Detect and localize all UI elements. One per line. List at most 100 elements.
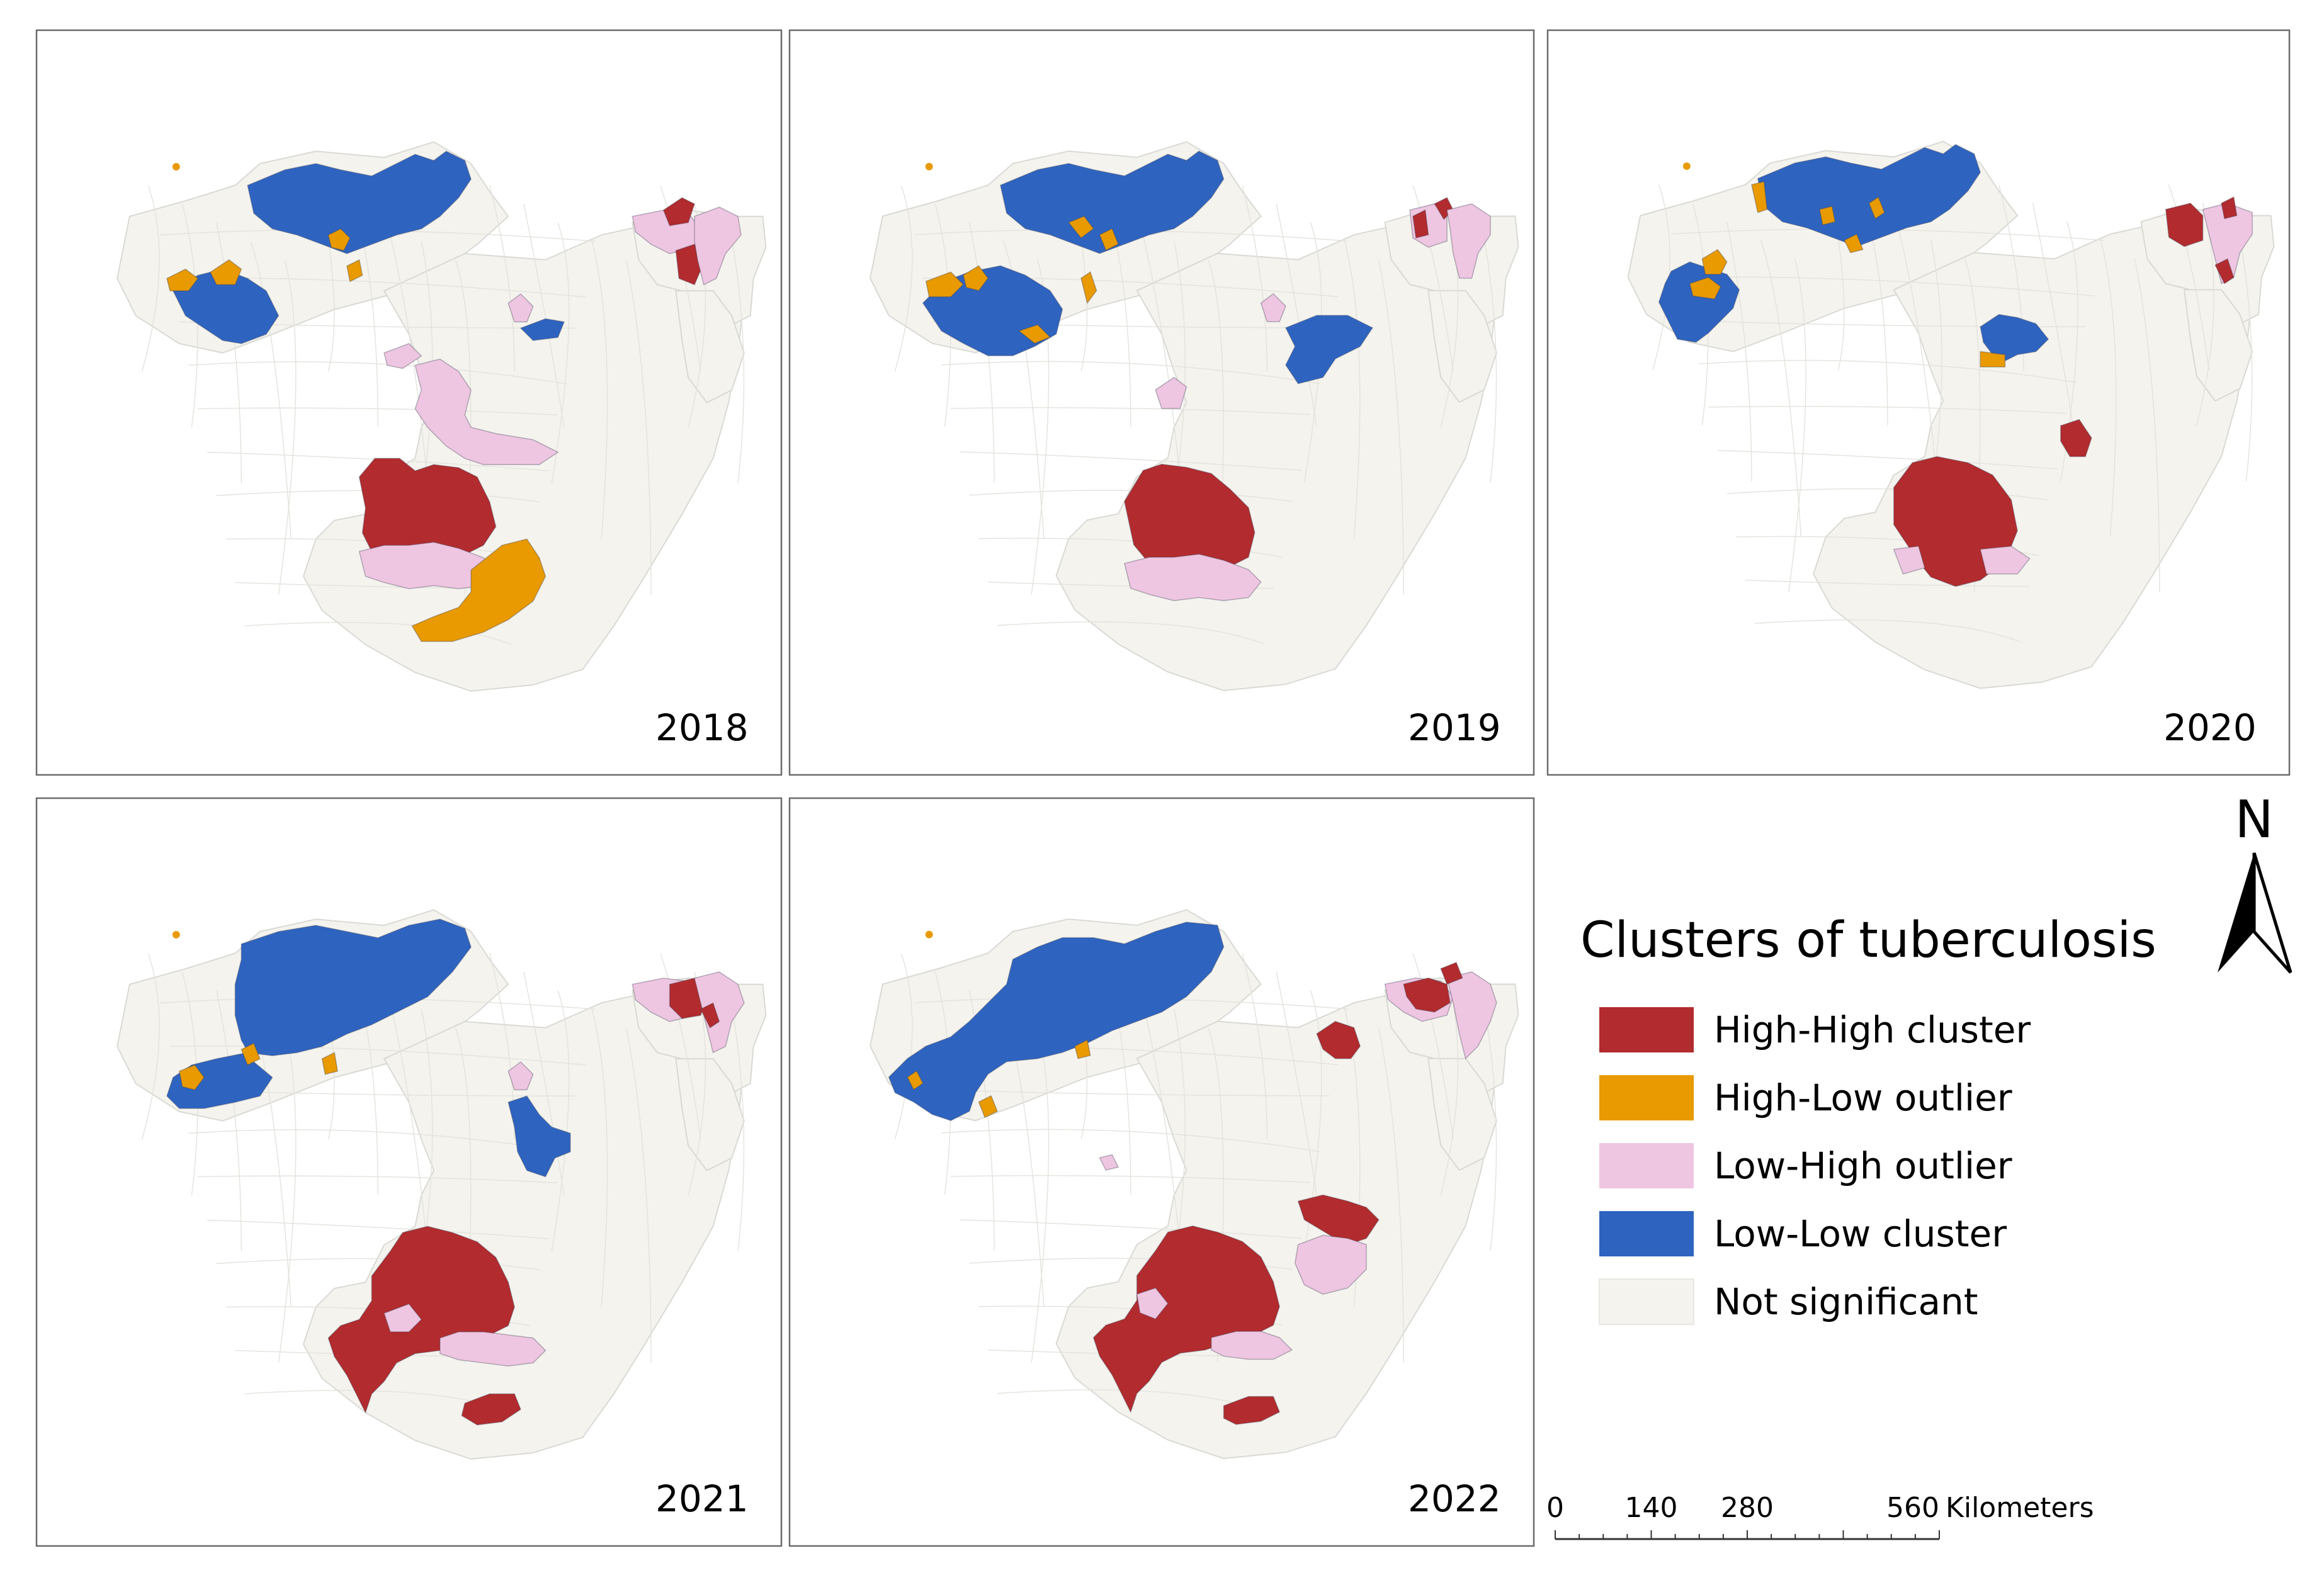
cluster-region-hl — [166, 268, 199, 291]
cluster-region-hl — [1067, 215, 1094, 239]
legend-label: Low-Low cluster — [1714, 1212, 2007, 1255]
cluster-region-lh — [1294, 1234, 1367, 1295]
cluster-region-ll — [519, 318, 565, 341]
cluster-region-lh — [507, 293, 534, 323]
cluster-region-hh — [1297, 1194, 1380, 1246]
outlier-dot — [925, 930, 933, 939]
cluster-region-hl — [1751, 181, 1768, 213]
outlier-dot — [1682, 162, 1691, 170]
cluster-region-lh — [694, 206, 742, 286]
cluster-region-hl — [1844, 233, 1864, 254]
legend-label: Not significant — [1714, 1280, 1978, 1323]
map-area — [870, 141, 1519, 692]
north-arrow-right-half — [2252, 852, 2293, 974]
cluster-region-ll — [507, 1095, 571, 1178]
legend-swatch — [1599, 1211, 1694, 1256]
north-arrow-label: N — [2235, 790, 2273, 850]
legend-swatch — [1599, 1278, 1694, 1325]
outlier-dot — [172, 930, 180, 939]
cluster-region-hl — [327, 228, 351, 251]
cluster-region-lh — [439, 1331, 547, 1367]
cluster-region-hl — [1980, 351, 2006, 368]
cluster-region-hl — [346, 259, 363, 283]
legend-item-ll: Low-Low cluster — [1599, 1211, 2007, 1256]
map-area — [1627, 140, 2275, 689]
panel-year-label: 2020 — [2163, 706, 2257, 749]
panel-year-label: 2019 — [1408, 706, 1501, 749]
cluster-region-lh — [1260, 293, 1286, 322]
outlier-dot — [925, 162, 933, 171]
cluster-region-hh — [1440, 962, 1463, 985]
map-area — [870, 909, 1519, 1460]
scale-bar: 0 140 280 560 Kilometers — [1546, 1492, 2094, 1540]
cluster-region-hh — [1316, 1020, 1361, 1059]
cluster-region-hh — [1403, 977, 1451, 1013]
cluster-region-hl — [241, 1042, 261, 1066]
map-area — [116, 141, 767, 692]
scale-bar-label: 280 — [1721, 1492, 1774, 1524]
cluster-region-lh — [2202, 203, 2253, 285]
legend-swatch — [1599, 1075, 1694, 1120]
cluster-region-hl — [1017, 324, 1051, 344]
cluster-region-hh — [461, 1393, 521, 1426]
legend-item-hl: High-Low outlier — [1599, 1075, 2012, 1120]
cluster-region-hh — [2165, 202, 2204, 247]
cluster-region-hh — [1223, 1396, 1281, 1425]
cluster-region-hl — [1689, 276, 1721, 300]
map-panel-2019: 2019 — [788, 29, 1535, 776]
cluster-region-lh — [1893, 545, 1925, 575]
cluster-region-hl — [962, 265, 989, 291]
map-panel-2020: 2020 — [1546, 29, 2291, 776]
north-arrow-left-half — [2218, 853, 2254, 973]
cluster-region-hh — [1412, 209, 1429, 239]
map-area — [116, 909, 767, 1460]
cluster-region-hl — [1074, 1039, 1091, 1059]
cluster-region-hl — [178, 1064, 205, 1091]
legend-item-lh: Low-High outlier — [1599, 1143, 2012, 1188]
cluster-region-ll — [1980, 313, 2049, 362]
cluster-region-hl — [907, 1070, 924, 1091]
legend-label: High-Low outlier — [1714, 1076, 2012, 1119]
cluster-region-hh — [2060, 419, 2092, 458]
cluster-region-lh — [383, 1303, 422, 1333]
cluster-region-hl — [210, 259, 242, 285]
outlier-dot — [172, 162, 180, 171]
cluster-region-hl — [411, 538, 547, 642]
map-panel-2022: 2022 — [788, 797, 1535, 1547]
cluster-region-lh — [1211, 1331, 1293, 1360]
north-arrow: N — [2218, 790, 2293, 974]
cluster-region-hl — [1868, 196, 1885, 220]
legend-item-hh: High-High cluster — [1599, 1007, 2031, 1052]
legend-swatch — [1599, 1143, 1694, 1188]
cluster-region-lh — [414, 358, 559, 465]
cluster-region-hh — [662, 197, 695, 227]
legend-label: Low-High outlier — [1714, 1144, 2012, 1187]
cluster-region-hl — [978, 1095, 998, 1119]
cluster-region-lh — [383, 342, 422, 369]
cluster-region-hh — [700, 1002, 720, 1029]
cluster-region-lh — [1155, 376, 1188, 409]
panel-year-label: 2021 — [655, 1477, 749, 1520]
cluster-region-lh — [1446, 971, 1497, 1060]
scale-bar-label: 560 — [1886, 1492, 1939, 1524]
cluster-region-hl — [1080, 271, 1097, 305]
cluster-region-lh — [1980, 545, 2031, 575]
panel-year-label: 2018 — [655, 706, 749, 749]
legend-label: High-High cluster — [1714, 1008, 2031, 1051]
scale-bar-label: 0 — [1546, 1492, 1564, 1524]
cluster-region-hl — [1819, 205, 1836, 226]
cluster-region-hh — [2214, 258, 2235, 285]
panel-year-label: 2022 — [1408, 1477, 1501, 1520]
legend-title: Clusters of tuberculosis — [1580, 912, 2157, 969]
scale-bar-label: 140 — [1625, 1492, 1678, 1524]
cluster-region-lh — [1136, 1287, 1169, 1320]
legend: Clusters of tuberculosis High-High cluste… — [1580, 912, 2157, 1325]
cluster-region-lh — [1099, 1154, 1119, 1171]
cluster-region-ll — [1284, 315, 1374, 385]
cluster-region-hh — [2221, 196, 2238, 220]
cluster-region-lh — [1446, 203, 1491, 279]
cluster-region-hl — [1701, 249, 1728, 275]
scale-bar-unit: Kilometers — [1946, 1492, 2094, 1524]
